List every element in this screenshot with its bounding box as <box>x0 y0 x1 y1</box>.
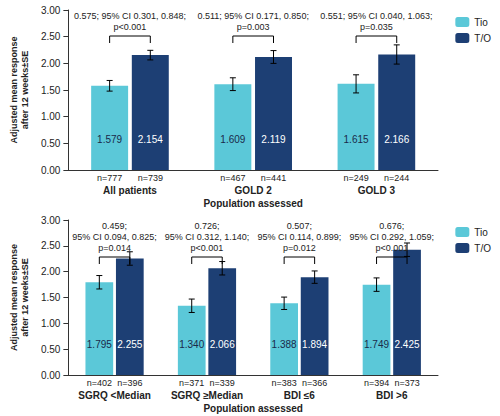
svg-text:0.575; 95% CI 0.301, 0.848;: 0.575; 95% CI 0.301, 0.848; <box>74 11 186 21</box>
svg-text:3.00: 3.00 <box>41 5 61 16</box>
svg-text:2.166: 2.166 <box>384 134 409 145</box>
svg-text:p<0.001: p<0.001 <box>114 22 147 32</box>
svg-text:2.154: 2.154 <box>138 134 163 145</box>
svg-text:2.425: 2.425 <box>395 339 420 350</box>
svg-text:Adjusted mean response: Adjusted mean response <box>9 244 19 351</box>
svg-text:2.50: 2.50 <box>41 240 61 251</box>
svg-text:p=0.035: p=0.035 <box>360 22 393 32</box>
svg-text:All patients: All patients <box>103 185 157 196</box>
svg-text:0.511; 95% CI 0.171, 0.850;: 0.511; 95% CI 0.171, 0.850; <box>197 11 308 21</box>
svg-text:95% CI 0.312, 1.140;: 95% CI 0.312, 1.140; <box>165 232 250 242</box>
svg-text:95% CI 0.094, 0.825;: 95% CI 0.094, 0.825; <box>72 232 157 242</box>
svg-text:3.00: 3.00 <box>41 215 61 226</box>
svg-text:1.50: 1.50 <box>41 85 61 96</box>
svg-text:0.50: 0.50 <box>41 344 61 355</box>
svg-text:1.795: 1.795 <box>87 339 112 350</box>
svg-text:2.00: 2.00 <box>41 58 61 69</box>
svg-text:1.609: 1.609 <box>220 134 245 145</box>
svg-text:95% CI 0.114, 0.899;: 95% CI 0.114, 0.899; <box>257 232 341 242</box>
svg-text:T/O: T/O <box>474 243 491 254</box>
svg-text:after 12 weeks±SE: after 12 weeks±SE <box>20 51 30 130</box>
svg-text:SGRQ ≥Median: SGRQ ≥Median <box>171 390 243 401</box>
svg-text:p<0.001: p<0.001 <box>375 243 408 253</box>
svg-text:0.507;: 0.507; <box>287 221 312 231</box>
svg-text:1.50: 1.50 <box>41 292 61 303</box>
svg-text:Population assessed: Population assessed <box>203 198 302 209</box>
svg-text:p=0.014: p=0.014 <box>98 243 131 253</box>
svg-text:1.579: 1.579 <box>97 134 122 145</box>
svg-text:2.119: 2.119 <box>261 134 286 145</box>
svg-text:1.894: 1.894 <box>302 339 327 350</box>
svg-text:n=244: n=244 <box>384 173 409 183</box>
svg-text:Tio: Tio <box>474 227 488 238</box>
svg-text:2.00: 2.00 <box>41 266 61 277</box>
svg-text:1.388: 1.388 <box>272 339 297 350</box>
svg-text:1.340: 1.340 <box>179 339 204 350</box>
svg-text:Population assessed: Population assessed <box>203 403 302 414</box>
svg-text:BDI ≤6: BDI ≤6 <box>284 390 315 401</box>
svg-text:0.459;: 0.459; <box>102 221 127 231</box>
svg-text:after 12 weeks±SE: after 12 weeks±SE <box>20 258 30 337</box>
svg-text:1.749: 1.749 <box>364 339 389 350</box>
svg-text:n=402: n=402 <box>87 378 112 388</box>
svg-text:n=396: n=396 <box>117 378 142 388</box>
svg-text:Adjusted mean response: Adjusted mean response <box>9 36 19 143</box>
svg-text:1.615: 1.615 <box>344 134 369 145</box>
svg-text:0.726;: 0.726; <box>194 221 219 231</box>
svg-text:2.066: 2.066 <box>210 339 235 350</box>
svg-text:BDI >6: BDI >6 <box>376 390 408 401</box>
svg-text:0.551; 95% CI 0.040, 1.063;: 0.551; 95% CI 0.040, 1.063; <box>320 11 432 21</box>
svg-text:2.255: 2.255 <box>117 339 142 350</box>
svg-text:n=371: n=371 <box>179 378 204 388</box>
svg-text:Tio: Tio <box>474 17 488 28</box>
svg-text:n=383: n=383 <box>271 378 296 388</box>
svg-text:n=441: n=441 <box>261 173 286 183</box>
svg-text:n=339: n=339 <box>210 378 235 388</box>
svg-text:n=394: n=394 <box>364 378 389 388</box>
svg-text:0.50: 0.50 <box>41 138 61 149</box>
svg-text:n=467: n=467 <box>220 173 245 183</box>
svg-text:p=0.003: p=0.003 <box>237 22 270 32</box>
svg-text:95% CI 0.292, 1.059;: 95% CI 0.292, 1.059; <box>350 232 435 242</box>
svg-text:0.00: 0.00 <box>41 370 61 381</box>
svg-text:n=366: n=366 <box>302 378 327 388</box>
svg-text:2.50: 2.50 <box>41 31 61 42</box>
svg-text:p<0.001: p<0.001 <box>191 243 224 253</box>
svg-text:1.00: 1.00 <box>41 111 61 122</box>
svg-text:n=739: n=739 <box>138 173 163 183</box>
svg-text:SGRQ <Median: SGRQ <Median <box>78 390 151 401</box>
svg-text:0.00: 0.00 <box>41 165 61 176</box>
svg-text:n=373: n=373 <box>394 378 419 388</box>
svg-text:GOLD 3: GOLD 3 <box>358 185 396 196</box>
svg-text:n=777: n=777 <box>97 173 122 183</box>
svg-text:GOLD 2: GOLD 2 <box>235 185 273 196</box>
svg-text:0.676;: 0.676; <box>379 221 404 231</box>
svg-text:1.00: 1.00 <box>41 318 61 329</box>
svg-text:T/O: T/O <box>474 33 491 44</box>
svg-text:n=249: n=249 <box>343 173 368 183</box>
svg-text:p=0.012: p=0.012 <box>283 243 316 253</box>
